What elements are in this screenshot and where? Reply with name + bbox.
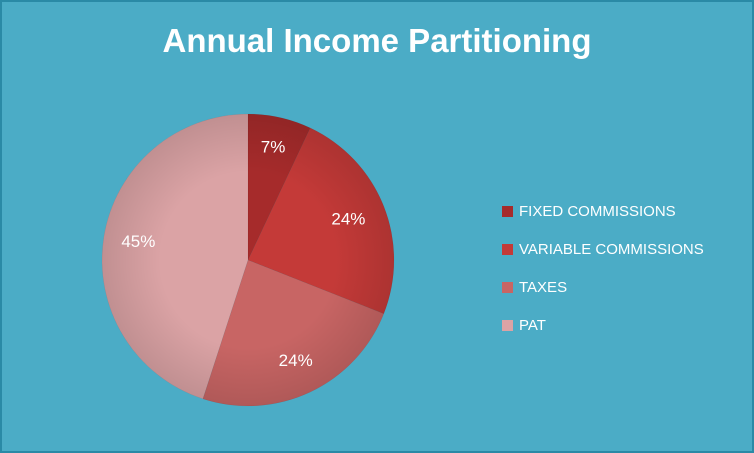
- data-label-variable-commissions: 24%: [331, 210, 365, 229]
- chart-title: Annual Income Partitioning: [162, 22, 592, 59]
- legend-swatch: [502, 205, 513, 217]
- legend-item: PAT: [502, 306, 704, 344]
- legend-swatch: [502, 243, 513, 255]
- data-label-pat: 45%: [121, 232, 155, 251]
- legend-item: VARIABLE COMMISSIONS: [502, 230, 704, 268]
- data-label-fixed-commissions: 7%: [261, 137, 286, 156]
- legend-swatch: [502, 319, 513, 331]
- legend: FIXED COMMISSIONS VARIABLE COMMISSIONS TAX…: [502, 192, 704, 344]
- legend-label: PAT: [519, 316, 546, 334]
- legend-label: TAXES: [519, 278, 568, 296]
- legend-label: VARIABLE COMMISSIONS: [519, 240, 704, 258]
- legend-item: FIXED COMMISSIONS: [502, 192, 704, 230]
- data-label-taxes: 24%: [279, 351, 313, 370]
- legend-item: TAXES: [502, 268, 704, 306]
- legend-label: FIXED COMMISSIONS: [519, 202, 676, 220]
- legend-swatch: [502, 281, 513, 293]
